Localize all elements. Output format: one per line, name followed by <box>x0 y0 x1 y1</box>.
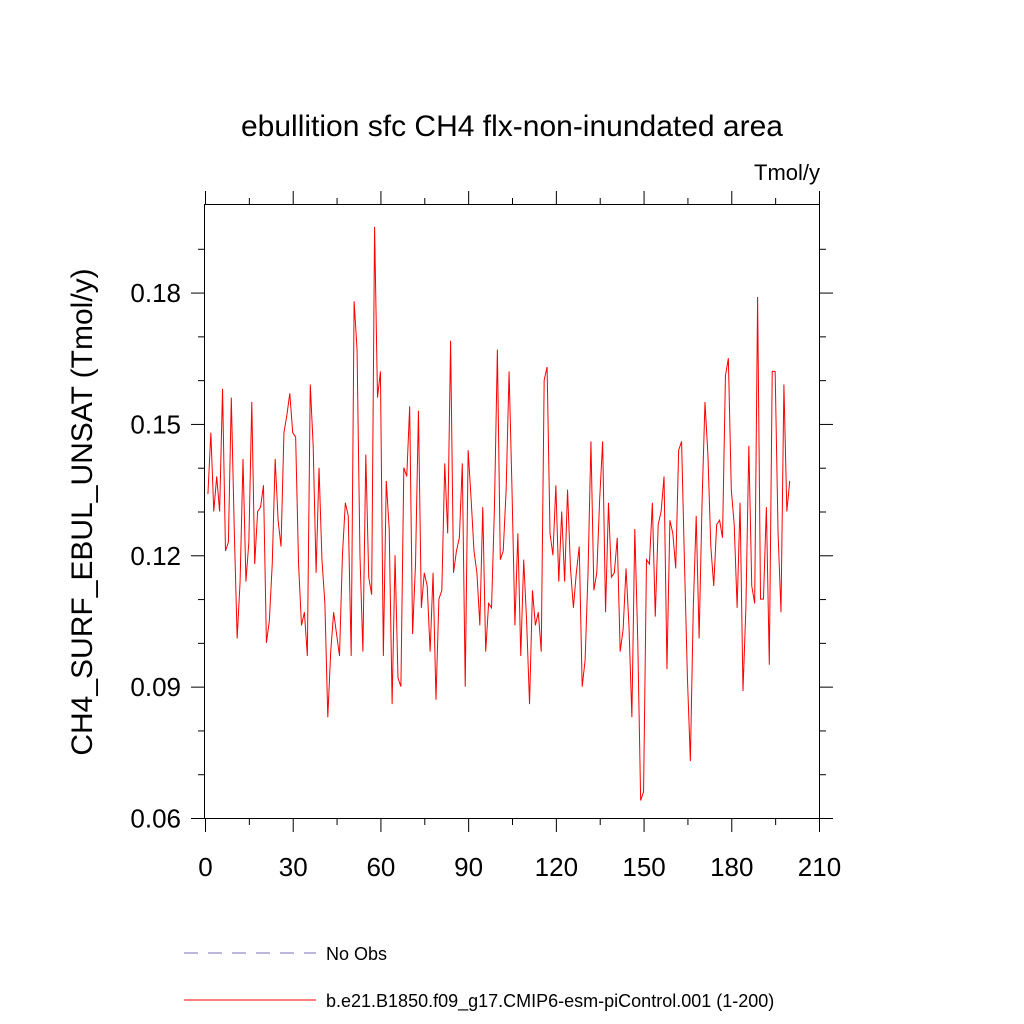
x-tick-label: 0 <box>198 852 212 882</box>
axis-ticks <box>191 191 833 832</box>
axis-tick-labels: 0 30 60 90 120 150 180 210 0.06 0.09 0.12 0.15 0.18 <box>130 278 841 882</box>
x-tick-label: 210 <box>798 852 841 882</box>
y-tick-label: 0.12 <box>130 541 181 571</box>
x-tick-label: 180 <box>710 852 753 882</box>
y-tick-label: 0.18 <box>130 278 181 308</box>
plot-frame <box>204 204 820 819</box>
y-tick-label: 0.15 <box>130 409 181 439</box>
x-tick-label: 150 <box>622 852 665 882</box>
data-series-line <box>207 226 791 801</box>
units-label: Tmol/y <box>754 160 820 185</box>
y-tick-label: 0.09 <box>130 672 181 702</box>
chart-title: ebullition sfc CH4 flx-non-inundated are… <box>241 110 783 143</box>
legend-label-no-obs: No Obs <box>326 944 387 964</box>
x-tick-label: 90 <box>454 852 483 882</box>
legend-label-model: b.e21.B1850.f09_g17.CMIP6-esm-piControl.… <box>326 991 774 1012</box>
x-tick-label: 60 <box>366 852 395 882</box>
legend: No Obs b.e21.B1850.f09_g17.CMIP6-esm-piC… <box>184 944 774 1012</box>
x-tick-label: 120 <box>535 852 578 882</box>
x-tick-label: 30 <box>279 852 308 882</box>
y-tick-label: 0.06 <box>130 804 181 834</box>
y-axis-label: CH4_SURF_EBUL_UNSAT (Tmol/y) <box>66 268 99 755</box>
